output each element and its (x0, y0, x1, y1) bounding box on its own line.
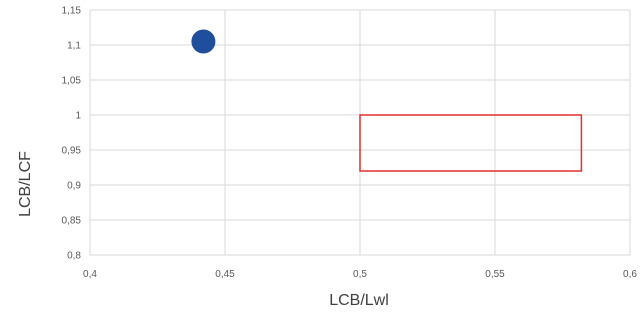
y-tick-label: 0,9 (67, 181, 81, 192)
annotation-layer (359, 114, 583, 172)
x-tick-label: 0,4 (83, 269, 97, 280)
x-tick-label: 0,55 (485, 269, 505, 280)
data-points (191, 29, 216, 54)
x-axis-title: LCB/Lwl (329, 292, 389, 309)
x-tick-label: 0,6 (623, 269, 637, 280)
y-tick-label: 0,95 (62, 146, 82, 157)
y-tick-label: 0,8 (67, 251, 81, 262)
y-axis-title: LCB/LCF (17, 151, 34, 217)
x-tick-label: 0,45 (215, 269, 235, 280)
y-tick-label: 1,1 (67, 41, 81, 52)
data-point (191, 29, 216, 54)
y-tick-label: 1,15 (62, 6, 82, 17)
target-region-rectangle (359, 114, 583, 172)
y-tick-label: 0,85 (62, 216, 82, 227)
y-tick-label: 1,05 (62, 76, 82, 87)
x-tick-label: 0,5 (353, 269, 367, 280)
y-tick-label: 1 (75, 111, 81, 122)
y-axis-ticks: 0,8 0,85 0,9 0,95 1 1,05 1,1 1,15 (62, 6, 82, 262)
x-axis-ticks: 0,4 0,45 0,5 0,55 0,6 (83, 269, 637, 280)
